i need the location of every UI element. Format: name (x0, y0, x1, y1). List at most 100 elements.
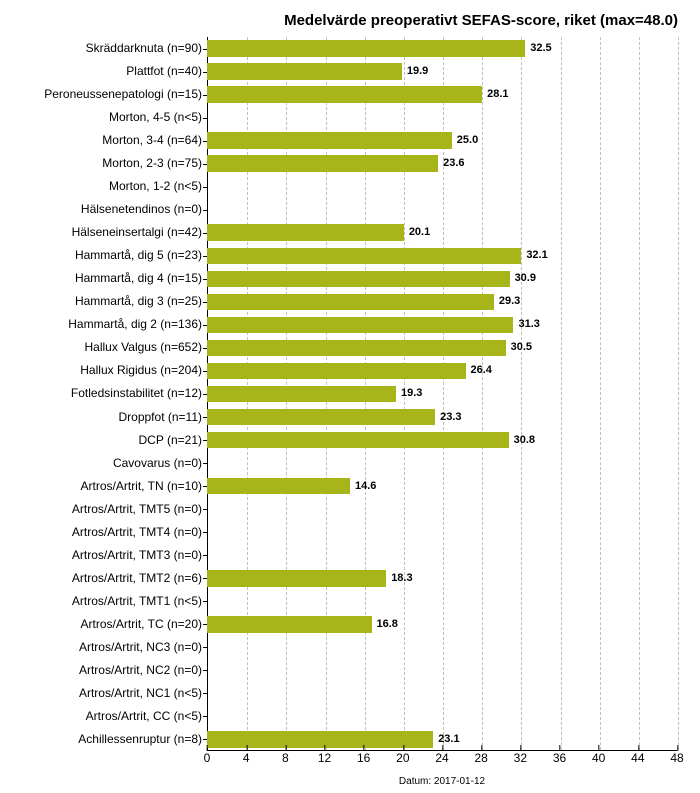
x-tick-label: 8 (282, 751, 289, 765)
x-tick-label: 12 (318, 751, 331, 765)
bar-row: Artros/Artrit, NC2 (n=0) (12, 659, 688, 682)
bar (207, 731, 433, 748)
bar-row: Skräddarknuta (n=90)32.5 (12, 37, 688, 60)
bar-value-label: 16.8 (377, 613, 398, 636)
bar (207, 363, 466, 380)
bar-row: Artros/Artrit, TN (n=10) 14.6 (12, 475, 688, 498)
bar-value-label: 18.3 (391, 567, 412, 590)
bar-value-label: 19.9 (407, 60, 428, 83)
sefas-bar-chart: Medelvärde preoperativt SEFAS-score, rik… (12, 12, 688, 782)
bar-value-label: 30.8 (514, 429, 535, 452)
category-label: Hälsenetendinos (n=0) (12, 198, 202, 221)
category-label: Artros/Artrit, TMT3 (n=0) (12, 544, 202, 567)
chart-title: Medelvärde preoperativt SEFAS-score, rik… (12, 12, 688, 37)
x-tick-label: 32 (514, 751, 527, 765)
bar-row: Morton, 2-3 (n=75) 23.6 (12, 152, 688, 175)
category-label: Hallux Valgus (n=652) (12, 336, 202, 359)
bar-value-label: 29.3 (499, 290, 520, 313)
bar (207, 616, 372, 633)
bar-value-label: 23.6 (443, 152, 464, 175)
bar (207, 294, 494, 311)
bar (207, 86, 482, 103)
bar-row: Hammartå, dig 2 (n=136) 31.3 (12, 313, 688, 336)
bar-row: Hammartå, dig 4 (n=15) 30.9 (12, 267, 688, 290)
category-label: Artros/Artrit, TC (n=20) (12, 613, 202, 636)
category-label: Hallux Rigidus (n=204) (12, 359, 202, 382)
bar-row: Droppfot (n=11)23.3 (12, 406, 688, 429)
bar-value-label: 20.1 (409, 221, 430, 244)
bar (207, 386, 396, 403)
category-label: Artros/Artrit, TMT1 (n<5) (12, 590, 202, 613)
x-tick-label: 28 (474, 751, 487, 765)
category-label: Artros/Artrit, NC3 (n=0) (12, 636, 202, 659)
category-label: Hammartå, dig 3 (n=25) (12, 290, 202, 313)
x-tick-label: 16 (357, 751, 370, 765)
category-label: Hammartå, dig 2 (n=136) (12, 313, 202, 336)
bar-value-label: 14.6 (355, 475, 376, 498)
category-label: Plattfot (n=40) (12, 60, 202, 83)
bar-row: DCP (n=21) 30.8 (12, 429, 688, 452)
category-label: Achillessenruptur (n=8) (12, 728, 202, 751)
bar-row: Morton, 4-5 (n<5) (12, 106, 688, 129)
bar (207, 570, 386, 587)
bar-row: Hammartå, dig 3 (n=25) 29.3 (12, 290, 688, 313)
category-label: Artros/Artrit, TMT4 (n=0) (12, 521, 202, 544)
bar-value-label: 28.1 (487, 83, 508, 106)
bar (207, 40, 525, 57)
category-label: Morton, 3-4 (n=64) (12, 129, 202, 152)
bar-row: Hammartå, dig 5 (n=23) 32.1 (12, 244, 688, 267)
bar-row: Plattfot (n=40) 19.9 (12, 60, 688, 83)
category-label: Hammartå, dig 5 (n=23) (12, 244, 202, 267)
bar-rows: Skräddarknuta (n=90)32.5Plattfot (n=40) 1… (12, 37, 688, 751)
bar-row: Cavovarus (n=0) (12, 452, 688, 475)
x-tick-label: 36 (553, 751, 566, 765)
bar-value-label: 26.4 (471, 359, 492, 382)
bar-value-label: 31.3 (518, 313, 539, 336)
x-tick-label: 0 (204, 751, 211, 765)
category-label: Artros/Artrit, TN (n=10) (12, 475, 202, 498)
bar-value-label: 32.5 (530, 37, 551, 60)
category-label: Artros/Artrit, TMT2 (n=6) (12, 567, 202, 590)
category-label: Morton, 1-2 (n<5) (12, 175, 202, 198)
x-tick-label: 24 (435, 751, 448, 765)
bar-row: Artros/Artrit, TMT5 (n=0) (12, 498, 688, 521)
bar-value-label: 32.1 (526, 244, 547, 267)
category-label: Hammartå, dig 4 (n=15) (12, 267, 202, 290)
bar-value-label: 23.3 (440, 406, 461, 429)
x-tick-label: 40 (592, 751, 605, 765)
bar (207, 340, 506, 357)
category-label: Artros/Artrit, NC2 (n=0) (12, 659, 202, 682)
bar-row: Hallux Valgus (n=652) 30.5 (12, 336, 688, 359)
bar-row: Artros/Artrit, CC (n<5) (12, 705, 688, 728)
bar (207, 478, 350, 495)
bar-row: Artros/Artrit, TMT1 (n<5) (12, 590, 688, 613)
bar-row: Artros/Artrit, NC3 (n=0) (12, 636, 688, 659)
x-tick-label: 48 (670, 751, 683, 765)
category-label: Peroneussenepatologi (n=15) (12, 83, 202, 106)
category-label: Fotledsinstabilitet (n=12) (12, 382, 202, 405)
bar-row: Peroneussenepatologi (n=15) 28.1 (12, 83, 688, 106)
category-label: Artros/Artrit, CC (n<5) (12, 705, 202, 728)
bar-row: Artros/Artrit, TMT2 (n=6) 18.3 (12, 567, 688, 590)
bar (207, 132, 452, 149)
bar (207, 432, 509, 449)
category-label: Morton, 4-5 (n<5) (12, 106, 202, 129)
x-axis: 04812162024283236404448 (207, 751, 677, 773)
bar-row: Fotledsinstabilitet (n=12) 19.3 (12, 382, 688, 405)
category-label: Cavovarus (n=0) (12, 452, 202, 475)
bar (207, 155, 438, 172)
category-label: Artros/Artrit, TMT5 (n=0) (12, 498, 202, 521)
category-label: DCP (n=21) (12, 429, 202, 452)
bar-value-label: 30.9 (515, 267, 536, 290)
bar-row: Achillessenruptur (n=8)23.1 (12, 728, 688, 751)
category-label: Morton, 2-3 (n=75) (12, 152, 202, 175)
bar-row: Morton, 3-4 (n=64) 25.0 (12, 129, 688, 152)
bar-value-label: 30.5 (511, 336, 532, 359)
bar (207, 271, 510, 288)
bar-value-label: 19.3 (401, 382, 422, 405)
x-tick-label: 20 (396, 751, 409, 765)
x-tick-label: 44 (631, 751, 644, 765)
bar-row: Artros/Artrit, TMT3 (n=0) (12, 544, 688, 567)
bar-value-label: 25.0 (457, 129, 478, 152)
bar-row: Hälsenetendinos (n=0) (12, 198, 688, 221)
